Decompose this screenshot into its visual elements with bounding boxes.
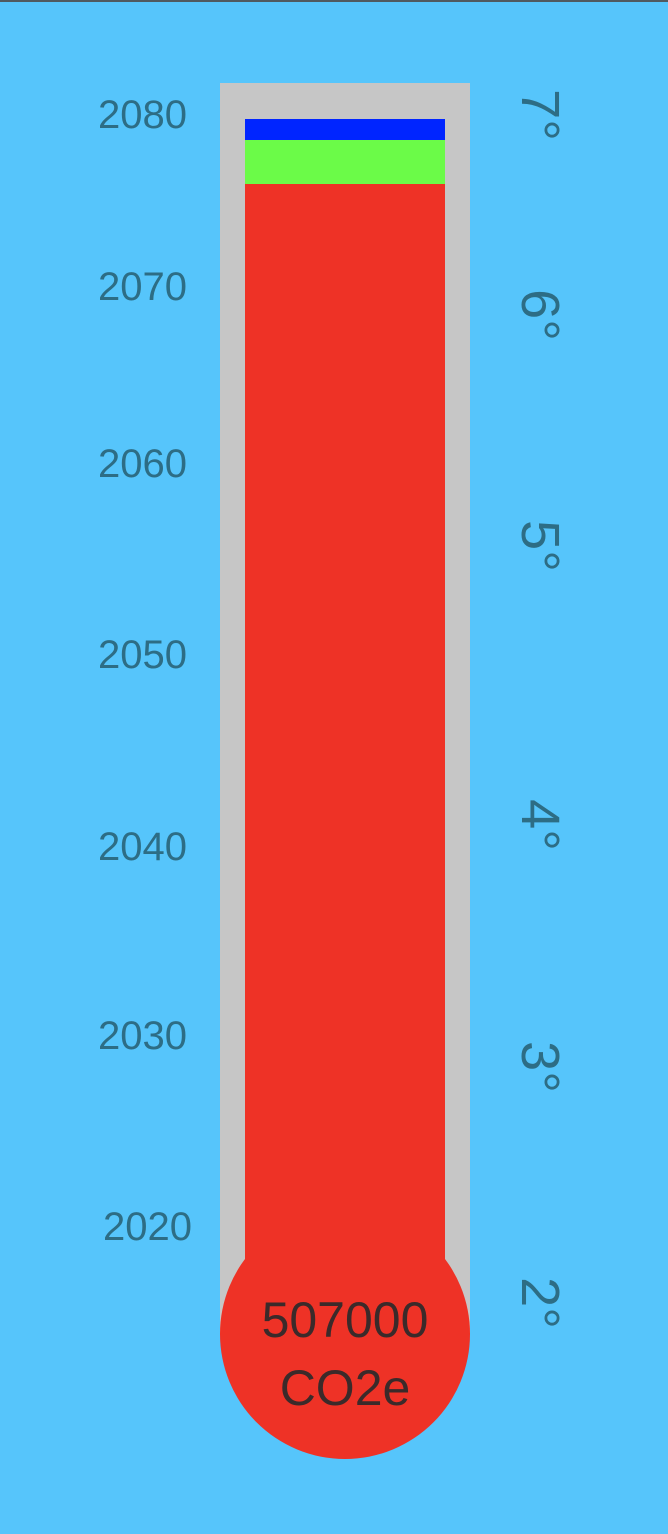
degree-label-7: 7°	[510, 89, 570, 141]
degree-label-4: 4°	[510, 799, 570, 851]
year-label-2040: 2040	[98, 825, 187, 869]
top-border-line	[0, 0, 668, 2]
degree-label-6: 6°	[510, 289, 570, 341]
fill-green-segment	[245, 140, 445, 184]
emissions-value: 507000	[261, 1292, 429, 1348]
degree-label-5: 5°	[510, 520, 570, 572]
year-label-2020: 2020	[103, 1205, 192, 1249]
year-label-2030: 2030	[98, 1014, 187, 1058]
year-label-2070: 2070	[98, 265, 187, 309]
year-label-2050: 2050	[98, 633, 187, 677]
year-label-2060: 2060	[98, 442, 187, 486]
emissions-unit: CO2e	[279, 1360, 411, 1416]
fill-blue-segment	[245, 119, 445, 140]
fill-red-segment	[245, 184, 445, 1334]
year-label-2080: 2080	[98, 93, 187, 137]
degree-label-3: 3°	[510, 1041, 570, 1093]
degree-label-2: 2°	[510, 1277, 570, 1329]
